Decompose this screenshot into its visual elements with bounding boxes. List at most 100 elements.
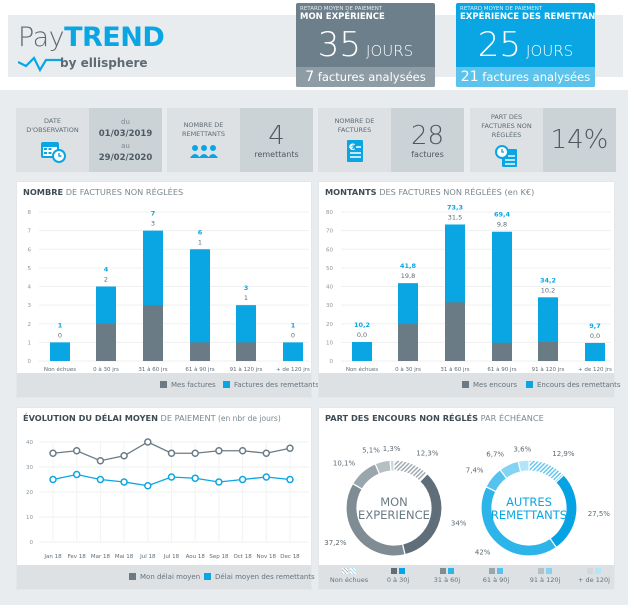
y-tick-label: 20	[26, 490, 33, 496]
svg-text:€: €	[348, 143, 355, 153]
chart-legend: Mes encours Encours des remettants	[319, 373, 621, 397]
bar-chart-nombre-factures: 0 1 2 3 4 5 6 7 8 0 1 Non échues 2 4 0 à 30 jrs 3 7 31 à …	[28, 210, 311, 373]
y-tick-label: 2	[28, 322, 32, 328]
title-rest: DE FACTURES NON RÉGLÉES	[63, 187, 184, 197]
donut-percent-label: 1,3%	[383, 445, 401, 453]
legend-label: Factures des remettants	[234, 381, 319, 389]
stat-unit: remettants	[254, 149, 299, 159]
y-tick-label: 40	[326, 285, 333, 291]
date-to-label: au	[121, 142, 130, 150]
legend-swatch	[129, 573, 136, 580]
data-point	[49, 449, 57, 457]
x-tick-label: 0 à 30 jrs	[93, 366, 119, 373]
stat-label: NOMBRE DE FACTURES	[334, 117, 375, 134]
x-tick-label: 31 à 60 jrs	[138, 366, 167, 373]
donut-percent-label: 10,1%	[333, 460, 356, 468]
bar-mine	[538, 342, 558, 361]
legend-swatch	[462, 381, 469, 388]
y-tick-label: 7	[28, 229, 32, 235]
title-rest: DES FACTURES NON RÉGLÉES (en K€)	[376, 187, 535, 197]
card-experience-remettants: RETARD MOYEN DE PAIEMENT EXPÉRIENCE DES …	[456, 3, 595, 87]
donut-percent-label: 6,7%	[486, 451, 504, 459]
y-tick-label: 10	[326, 340, 333, 346]
card-subtitle: RETARD MOYEN DE PAIEMENT	[300, 6, 383, 12]
y-tick-label: 30	[26, 465, 33, 471]
x-tick-label: 31 à 60 jrs	[440, 366, 469, 373]
x-tick-label: Sep 18	[209, 554, 229, 560]
data-point	[120, 478, 128, 486]
bar-mine	[492, 342, 512, 361]
data-point	[144, 438, 152, 446]
stat-value: 14%	[550, 125, 609, 155]
legend-label: Encours des remettants	[537, 381, 621, 389]
card-unit: JOURS	[526, 42, 574, 60]
data-point	[120, 452, 128, 460]
bar-mine	[236, 342, 256, 361]
x-tick-label: 61 à 90 jrs	[185, 366, 214, 373]
data-label-mine: 0,0	[590, 332, 600, 340]
legend-item-remettants: Factures des remettants	[223, 381, 319, 389]
card-value: 25	[477, 25, 522, 65]
x-tick-label: Mai 18	[115, 554, 134, 560]
donut-percent-label: 12,3%	[416, 449, 439, 457]
donut-percent-label: 12,9%	[552, 450, 575, 458]
legend-swatch	[204, 573, 211, 580]
card-unit: JOURS	[366, 42, 414, 60]
x-tick-label: + de 120 jrs	[578, 367, 612, 373]
data-point	[238, 447, 247, 455]
y-tick-label: 6	[28, 247, 32, 253]
data-label-total: 10,2	[354, 321, 370, 329]
bar-remettants	[190, 249, 210, 361]
data-label-total: 1	[291, 321, 296, 329]
donut-percent-label: 42%	[475, 549, 491, 557]
stat-value: 28	[410, 120, 445, 151]
legend-swatch	[595, 568, 601, 574]
panel-evolution-delai: ÉVOLUTION DU DÉLAI MOYEN DE PAIEMENT (en…	[16, 407, 315, 590]
bar-chart-montants: 0 10 20 30 40 50 60 70 80 0,0 10,2 Non échues 19,8 41…	[326, 203, 612, 373]
chart-legend: Mes factures Factures des remettants	[17, 373, 319, 397]
legend-label: 31 à 60j	[433, 576, 461, 584]
data-point	[72, 447, 81, 455]
legend-item-mine: Mes encours	[462, 381, 517, 389]
legend-swatch	[399, 568, 405, 574]
data-point	[262, 473, 271, 481]
stat-nombre-remettants: NOMBRE DE REMETTANTS 4 remettants	[167, 108, 313, 172]
y-tick-label: 8	[28, 210, 32, 216]
x-tick-label: 91 à 120 jrs	[532, 366, 565, 373]
logo-pay: Pay	[18, 22, 65, 53]
data-point	[167, 473, 176, 481]
data-point	[191, 474, 199, 482]
data-label-mine: 1	[244, 294, 248, 302]
data-point	[96, 457, 105, 465]
chart-legend: Non échues 0 à 30j 31 à 60j 61 à 90j 91 à 12…	[319, 565, 614, 589]
title-bold: MONTANTS	[325, 187, 377, 197]
x-tick-label: Non échues	[44, 366, 76, 373]
data-label-mine: 0	[58, 331, 62, 339]
bar-remettants	[492, 231, 512, 361]
stat-nombre-factures: NOMBRE DE FACTURES € 28 factures	[318, 108, 464, 172]
donut-percent-label: 5,1%	[362, 447, 380, 455]
y-tick-label: 0	[28, 359, 32, 365]
donut-percent-label: 34%	[451, 520, 467, 528]
data-label-mine: 3	[151, 220, 155, 228]
y-tick-label: 80	[326, 210, 333, 216]
legend-item-remettants: Délai moyen des remettants	[204, 573, 315, 581]
data-point	[215, 447, 223, 455]
data-label-total: 69,4	[494, 211, 511, 219]
title-note: (en nbr de jours)	[215, 414, 281, 423]
data-point	[286, 475, 294, 484]
stat-value: 4	[268, 120, 285, 151]
footer-count: 21	[460, 69, 479, 85]
legend-swatch	[546, 568, 552, 574]
data-label-mine: 0,0	[357, 331, 367, 339]
users-icon	[189, 145, 218, 158]
chart-title: MONTANTS DES FACTURES NON RÉGLÉES (en K€…	[325, 187, 534, 197]
donut-center-label: MON	[380, 495, 408, 509]
x-tick-label: Jul 18	[163, 554, 180, 560]
legend-swatch	[497, 568, 503, 574]
donut-segment	[351, 463, 381, 490]
data-label-total: 4	[104, 266, 109, 274]
card-value: 35	[317, 25, 362, 65]
chart-title: ÉVOLUTION DU DÉLAI MOYEN DE PAIEMENT (en…	[23, 413, 281, 423]
card-mon-experience: RETARD MOYEN DE PAIEMENT MON EXPÉRIENCE …	[296, 3, 435, 87]
